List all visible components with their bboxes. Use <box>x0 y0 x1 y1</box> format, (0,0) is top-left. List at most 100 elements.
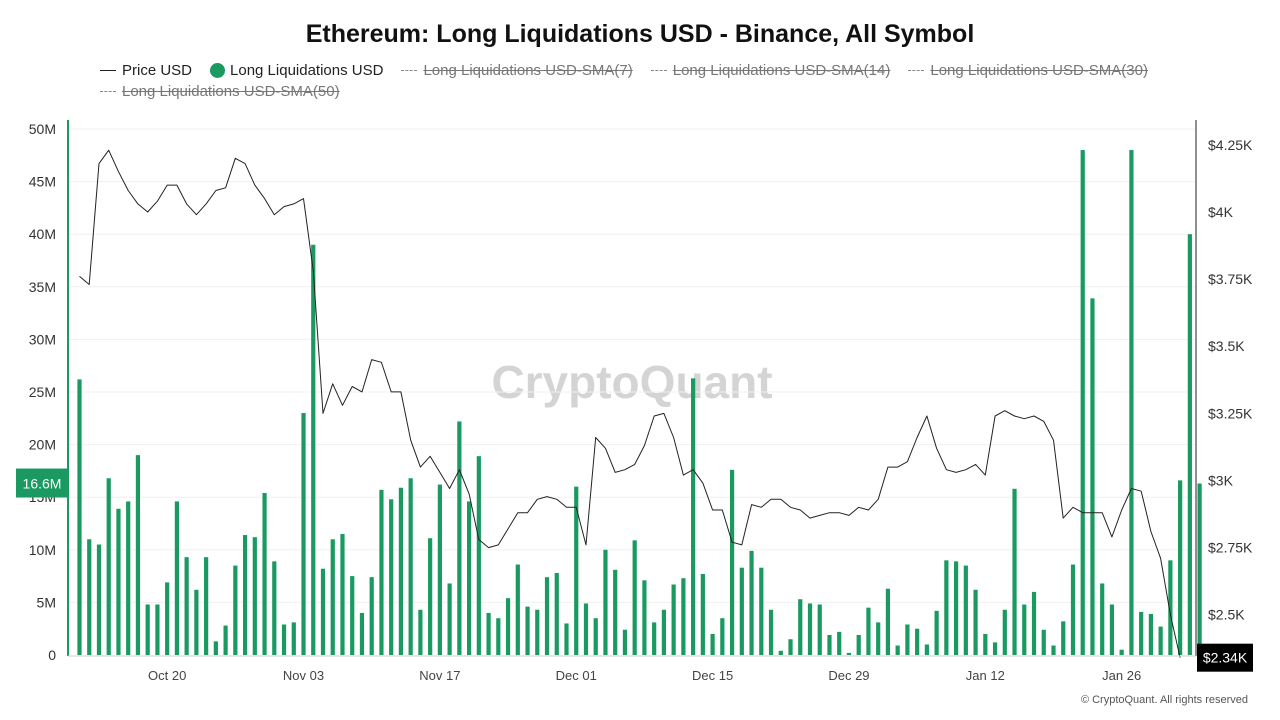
left-tick-label: 25M <box>29 384 56 400</box>
right-tick-label: $4.25K <box>1208 137 1253 153</box>
liquidation-bar <box>194 589 199 655</box>
liquidation-bar <box>1002 609 1007 655</box>
liquidation-bar <box>1139 611 1144 655</box>
legend-item-sma7[interactable]: Long Liquidations USD-SMA(7) <box>401 62 633 79</box>
liquidation-bar <box>87 539 92 655</box>
dash-swatch-icon <box>401 70 418 71</box>
liquidation-bar <box>408 478 413 655</box>
right-axis: $2.5K $2.75K $3K $3.25K $3.5K $3.75K $4K $4.25K <box>1208 137 1253 623</box>
liquidation-bar <box>856 635 861 655</box>
liquidation-bar <box>398 487 404 655</box>
legend-row-2: Long Liquidations USD-SMA(50) <box>100 83 358 100</box>
x-tick-label: Dec 15 <box>692 668 733 683</box>
liquidation-bar <box>564 623 569 655</box>
liquidation-bar <box>281 624 287 655</box>
liquidation-bar <box>603 549 608 655</box>
liquidation-bar <box>252 537 257 655</box>
copyright: © CryptoQuant. All rights reserved <box>1080 694 1248 706</box>
liquidation-bar <box>1090 298 1095 655</box>
legend-label: Long Liquidations USD-SMA(50) <box>122 83 340 100</box>
liquidation-bar <box>876 622 881 655</box>
liquidation-bar <box>642 580 647 655</box>
x-axis: Oct 20 Nov 03 Nov 17 Dec 01 Dec 15 Dec 29 Jan … <box>148 668 1141 683</box>
price-series <box>79 149 1181 658</box>
right-tick-label: $3.5K <box>1208 338 1245 354</box>
liquidation-bar <box>671 584 676 655</box>
liquidation-bar <box>428 538 433 655</box>
x-tick-label: Jan 12 <box>966 668 1005 683</box>
right-tick-label: $4K <box>1208 204 1234 220</box>
liquidation-bar <box>963 565 968 655</box>
liquidation-bar <box>184 557 189 655</box>
right-tick-label: $3.75K <box>1208 271 1253 287</box>
liquidation-bar <box>242 535 248 655</box>
liquidation-bar <box>1158 626 1163 655</box>
right-tick-label: $3K <box>1208 472 1234 488</box>
liquidation-bar <box>574 486 579 655</box>
liquidation-bar <box>447 583 452 655</box>
legend-item-sma14[interactable]: Long Liquidations USD-SMA(14) <box>650 62 891 79</box>
liquidation-bar <box>700 573 705 655</box>
legend-item-long-liquidations[interactable]: Long Liquidations USD <box>210 62 383 79</box>
liquidation-bar <box>96 544 102 655</box>
liquidation-bar <box>301 413 306 655</box>
watermark: CryptoQuant <box>491 356 772 408</box>
liquidation-bar <box>204 557 209 655</box>
liquidation-bar <box>895 645 900 655</box>
dash-swatch-icon <box>650 70 667 71</box>
liquidation-bar <box>389 499 394 655</box>
liquidation-bar <box>1070 564 1076 655</box>
left-tick-label: 20M <box>29 437 56 453</box>
liquidation-bar <box>350 576 355 655</box>
liquidation-bar <box>1012 488 1017 655</box>
left-tick-label: 0 <box>48 647 56 663</box>
liquidation-bar <box>340 534 345 655</box>
liquidation-bar <box>798 599 803 655</box>
legend-label: Long Liquidations USD-SMA(14) <box>672 62 891 79</box>
legend: Price USD Long Liquidations USD Long Liq… <box>100 62 1166 79</box>
x-tick-label: Nov 17 <box>419 668 460 683</box>
liquidation-bar <box>116 508 121 655</box>
liquidation-bar <box>778 650 783 655</box>
liquidation-bar <box>1197 483 1202 655</box>
liquidation-bar <box>1119 649 1124 655</box>
legend-item-sma50[interactable]: Long Liquidations USD-SMA(50) <box>100 83 340 100</box>
liquidation-bar <box>106 478 111 655</box>
liquidation-bar <box>1109 604 1115 655</box>
liquidation-bar <box>126 501 131 655</box>
liquidation-bar <box>788 639 793 655</box>
legend-item-price[interactable]: Price USD <box>100 62 192 79</box>
liquidation-bar <box>174 501 179 655</box>
liquidation-bar <box>544 577 550 655</box>
liquidation-bar <box>817 604 822 655</box>
liquidation-bar <box>496 618 501 655</box>
liquidation-bar <box>505 598 511 655</box>
liquidation-bar <box>729 469 735 655</box>
liquidation-bar <box>291 622 296 655</box>
x-tick-label: Oct 20 <box>148 668 186 683</box>
dash-swatch-icon <box>100 91 116 92</box>
value-badges: 16.6M $2.34K <box>16 468 1253 672</box>
liquidation-bar <box>691 378 696 655</box>
liquidation-bar <box>476 456 481 655</box>
liquidation-bar <box>145 604 150 655</box>
liquidation-bar <box>827 635 832 655</box>
liquidation-bar <box>1178 480 1183 655</box>
liquidation-bar <box>1080 150 1085 656</box>
legend-label: Long Liquidations USD-SMA(30) <box>930 62 1148 79</box>
legend-item-sma30[interactable]: Long Liquidations USD-SMA(30) <box>908 62 1148 79</box>
left-tick-label: 40M <box>29 226 56 242</box>
dot-swatch-icon <box>210 63 226 78</box>
liquidation-bar <box>311 244 316 655</box>
liquidation-bar <box>272 561 277 655</box>
legend-label: Price USD <box>122 62 193 79</box>
liquidation-bar <box>213 641 218 655</box>
liquidation-bar <box>1022 604 1027 655</box>
liquidation-bar <box>613 569 618 655</box>
liquidation-bar <box>233 565 238 655</box>
liquidation-bar <box>1100 583 1105 655</box>
liquidation-bar <box>720 618 725 655</box>
liquidation-bar <box>866 607 871 655</box>
current-price-label: $2.34K <box>1203 650 1248 666</box>
liquidation-bar <box>652 622 657 655</box>
